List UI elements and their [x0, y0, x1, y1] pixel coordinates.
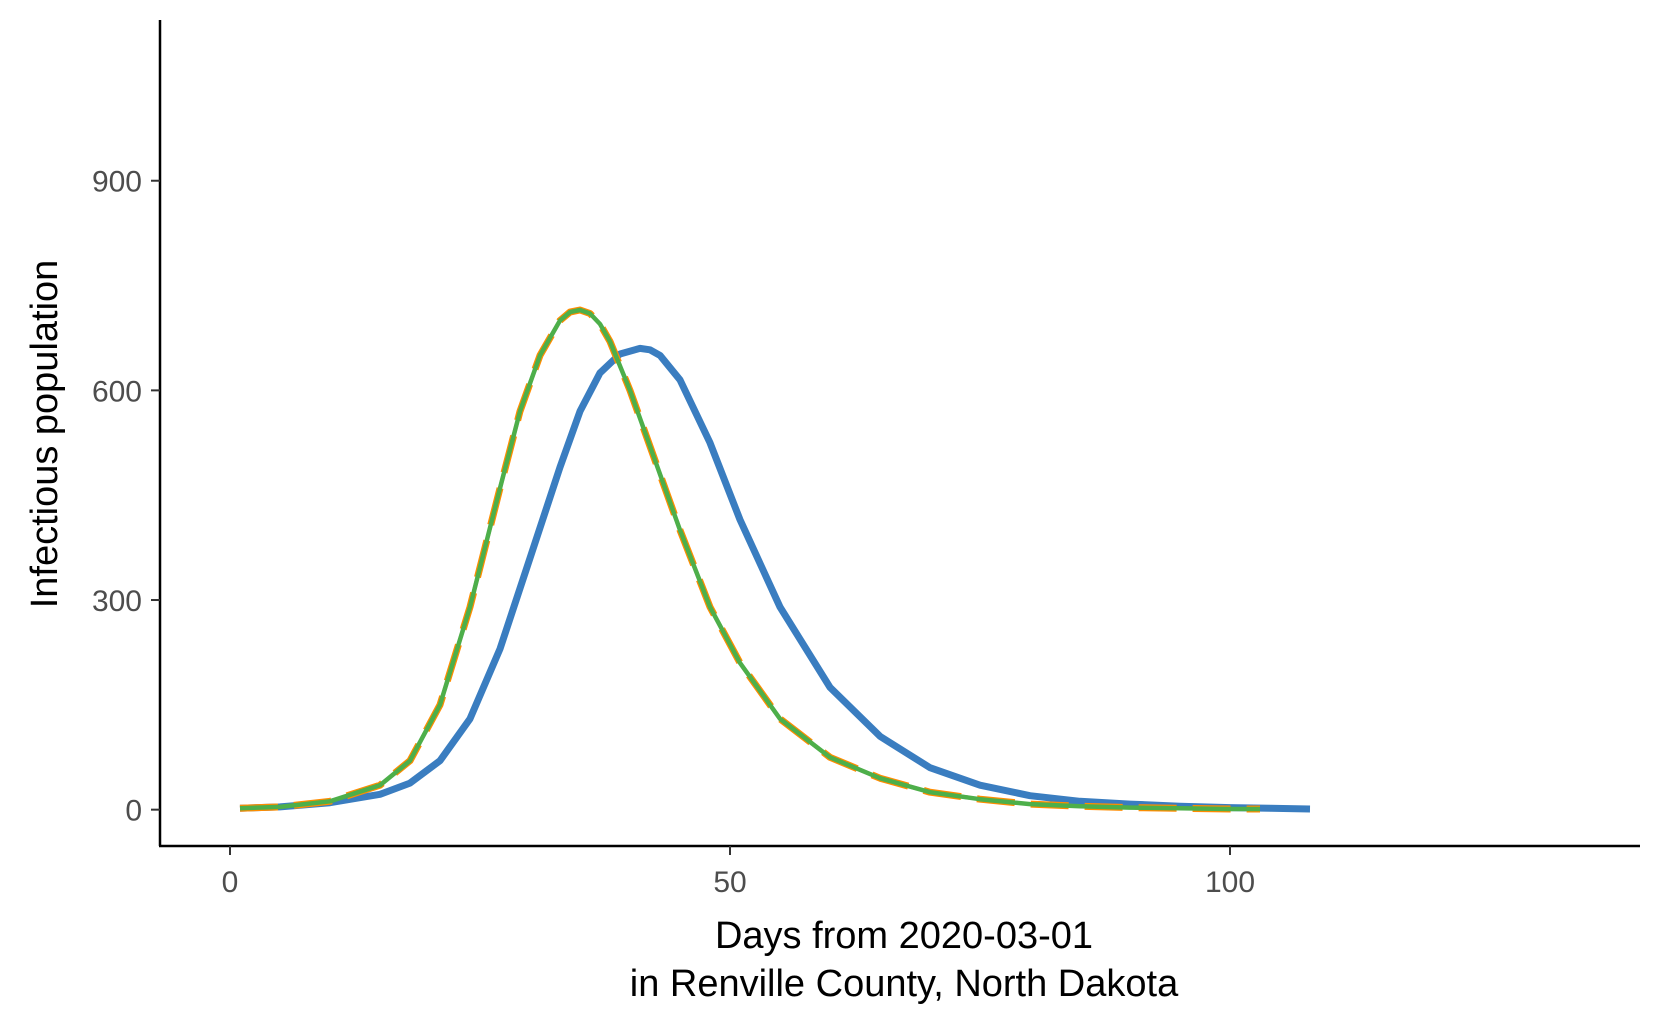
series-line-4 [239, 307, 1260, 812]
y-tick-label: 300 [92, 585, 142, 618]
x-axis-title-line2: in Renville County, North Dakota [630, 963, 1179, 1005]
series-line-3 [239, 306, 1260, 813]
axis-layer [158, 20, 1640, 848]
y-tick-label: 600 [92, 375, 142, 408]
y-tick-label: 0 [125, 795, 142, 828]
series-line-1 [239, 344, 1311, 813]
x-tick-label: 100 [1205, 866, 1255, 899]
x-tick-label: 50 [713, 866, 746, 899]
x-axis-title: Days from 2020-03-01 [715, 915, 1093, 957]
series-line-2 [239, 308, 1260, 811]
tick-layer: 0 50 100 0 300 600 900 [92, 166, 1255, 899]
y-tick-label: 900 [92, 166, 142, 199]
series-layer [239, 306, 1311, 813]
x-tick-label: 0 [222, 866, 239, 899]
y-axis-title: Infectious population [24, 260, 66, 609]
